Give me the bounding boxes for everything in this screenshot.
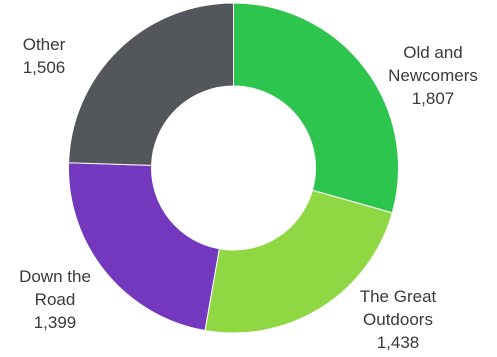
slice-value-label: 1,438: [377, 333, 420, 352]
slice-label: Down the Road 1,399: [19, 267, 91, 332]
pie-slice: [68, 162, 220, 332]
slice-value-label: 1,506: [23, 58, 66, 77]
pie-slice: [233, 2, 399, 214]
slice-name-label: The Great: [360, 287, 437, 306]
slice-name-label: Down the: [19, 267, 91, 286]
slice-value-label: 1,399: [34, 313, 77, 332]
slice-value-label: 1,807: [412, 89, 455, 108]
slice-name-label: Outdoors: [363, 310, 433, 329]
labels-group: Old and Newcomers 1,807 The Great Outdoors 1,…: [19, 35, 478, 352]
slices-group: [68, 2, 399, 334]
slice-label: Other 1,506: [23, 35, 66, 77]
pie-slice: [204, 189, 393, 334]
slice-name-label: Road: [35, 290, 76, 309]
slice-label: The Great Outdoors 1,438: [360, 287, 437, 352]
slice-label: Old and Newcomers 1,807: [388, 43, 478, 108]
slice-name-label: Newcomers: [388, 66, 478, 85]
pie-slice: [68, 2, 234, 166]
slice-name-label: Other: [23, 35, 66, 54]
slice-name-label: Old and: [403, 43, 463, 62]
